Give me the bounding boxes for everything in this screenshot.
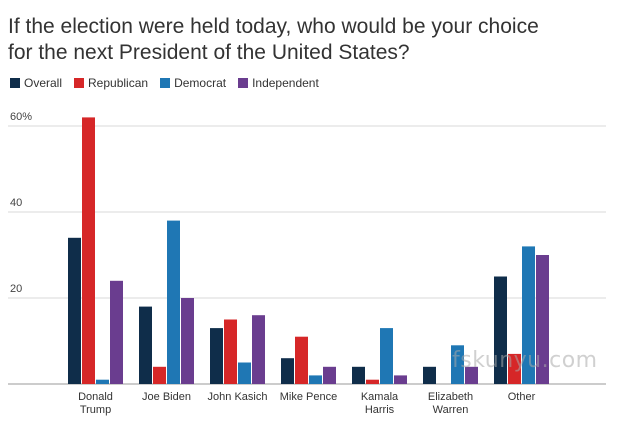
bar-republican <box>224 319 237 384</box>
legend-item-independent: Independent <box>238 76 319 90</box>
chart-title: If the election were held today, who wou… <box>8 14 623 66</box>
bar-democrat <box>380 328 393 384</box>
bar-republican <box>295 336 308 384</box>
x-tick-label: John Kasich <box>208 391 268 403</box>
legend-item-democrat: Democrat <box>160 76 226 90</box>
x-tick-label: Harris <box>365 404 395 416</box>
y-tick-label: 60% <box>10 111 32 123</box>
bar-overall <box>352 366 365 384</box>
bar-democrat <box>451 345 464 384</box>
legend-swatch-overall <box>10 78 20 88</box>
bar-independent <box>394 375 407 384</box>
bar-overall <box>494 276 507 384</box>
bar-democrat <box>96 379 109 384</box>
bar-republican <box>366 379 379 384</box>
bar-overall <box>68 237 81 384</box>
x-tick-label: Donald <box>78 391 113 403</box>
y-tick-label: 20 <box>10 283 22 295</box>
bar-independent <box>181 298 194 384</box>
legend-item-republican: Republican <box>74 76 148 90</box>
legend-label-independent: Independent <box>252 76 319 90</box>
bar-overall <box>210 328 223 384</box>
legend-swatch-republican <box>74 78 85 88</box>
bar-republican <box>153 366 166 384</box>
legend-label-democrat: Democrat <box>174 76 227 90</box>
x-tick-label: Trump <box>80 404 111 416</box>
x-tick-label: Other <box>508 391 536 403</box>
bar-independent <box>252 315 265 384</box>
bar-democrat <box>309 375 322 384</box>
bar-independent <box>323 366 336 384</box>
x-tick-label: Warren <box>433 404 469 416</box>
bar-democrat <box>522 246 535 384</box>
bar-overall <box>423 366 436 384</box>
bar-democrat <box>167 220 180 384</box>
x-tick-label: Mike Pence <box>280 391 337 403</box>
chart-title-line-2: for the next President of the United Sta… <box>8 41 410 64</box>
chart-title-line-1: If the election were held today, who wou… <box>8 15 539 38</box>
bar-independent <box>465 366 478 384</box>
bar-democrat <box>238 362 251 384</box>
legend-swatch-democrat <box>160 78 171 88</box>
legend-label-republican: Republican <box>88 76 149 90</box>
bar-republican <box>508 353 521 384</box>
watermark: fskunyu.com <box>452 348 598 373</box>
bar-overall <box>281 358 294 384</box>
y-tick-label: 40 <box>10 197 22 209</box>
legend-swatch-independent <box>238 78 249 88</box>
bar-independent <box>110 280 123 384</box>
legend-label-overall: Overall <box>24 76 63 90</box>
x-tick-label: Elizabeth <box>428 391 473 403</box>
x-tick-label: Joe Biden <box>142 391 191 403</box>
x-tick-label: Kamala <box>361 391 399 403</box>
bar-overall <box>139 306 152 384</box>
bar-republican <box>82 117 95 385</box>
bar-independent <box>536 255 549 384</box>
legend: Overall Republican Democrat Independent <box>10 75 319 91</box>
legend-item-overall: Overall <box>10 76 62 90</box>
